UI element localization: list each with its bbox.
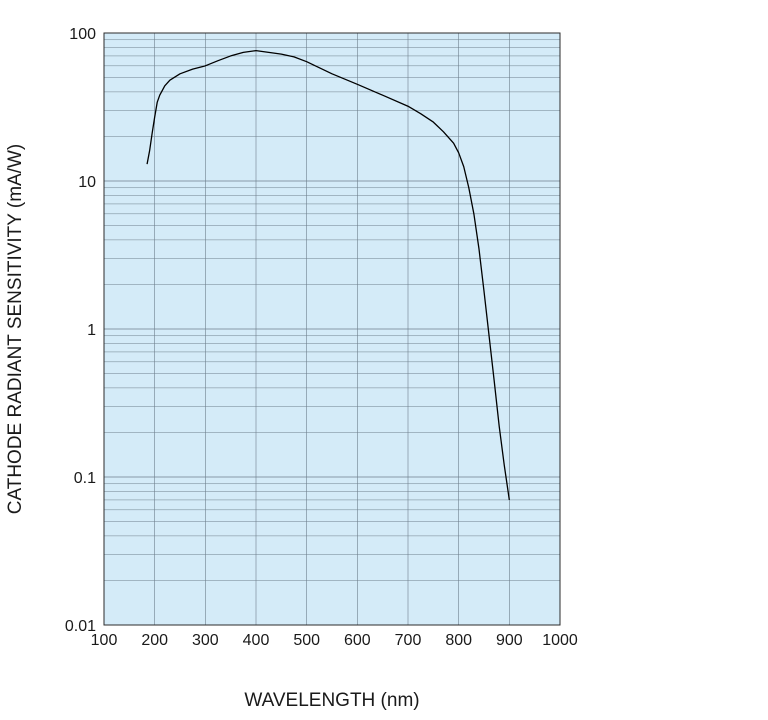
x-axis-label: WAVELENGTH (nm) xyxy=(244,690,419,711)
x-tick-label: 700 xyxy=(395,632,422,649)
x-tick-label: 100 xyxy=(91,632,118,649)
x-tick-label: 800 xyxy=(445,632,472,649)
y-tick-label: 100 xyxy=(69,26,96,43)
plot-frame xyxy=(103,32,561,626)
y-tick-label: 0.1 xyxy=(74,470,96,487)
y-tick-labels: 0.01 0.1 1 10 100 xyxy=(65,26,96,635)
x-tick-label: 400 xyxy=(243,632,270,649)
y-axis-label: CATHODE RADIANT SENSITIVITY (mA/W) xyxy=(5,144,26,515)
y-tick-label: 1 xyxy=(87,322,96,339)
x-tick-label: 200 xyxy=(141,632,168,649)
x-tick-label: 300 xyxy=(192,632,219,649)
grid-lines xyxy=(104,33,560,625)
x-tick-label: 900 xyxy=(496,632,523,649)
y-tick-label: 0.01 xyxy=(65,618,96,635)
x-tick-labels: 100 200 300 400 500 600 700 800 900 1000 xyxy=(91,632,578,649)
x-tick-label: 600 xyxy=(344,632,371,649)
y-tick-label: 10 xyxy=(78,174,96,191)
x-tick-label: 1000 xyxy=(542,632,578,649)
x-tick-label: 500 xyxy=(293,632,320,649)
sensitivity-curve xyxy=(146,49,510,501)
